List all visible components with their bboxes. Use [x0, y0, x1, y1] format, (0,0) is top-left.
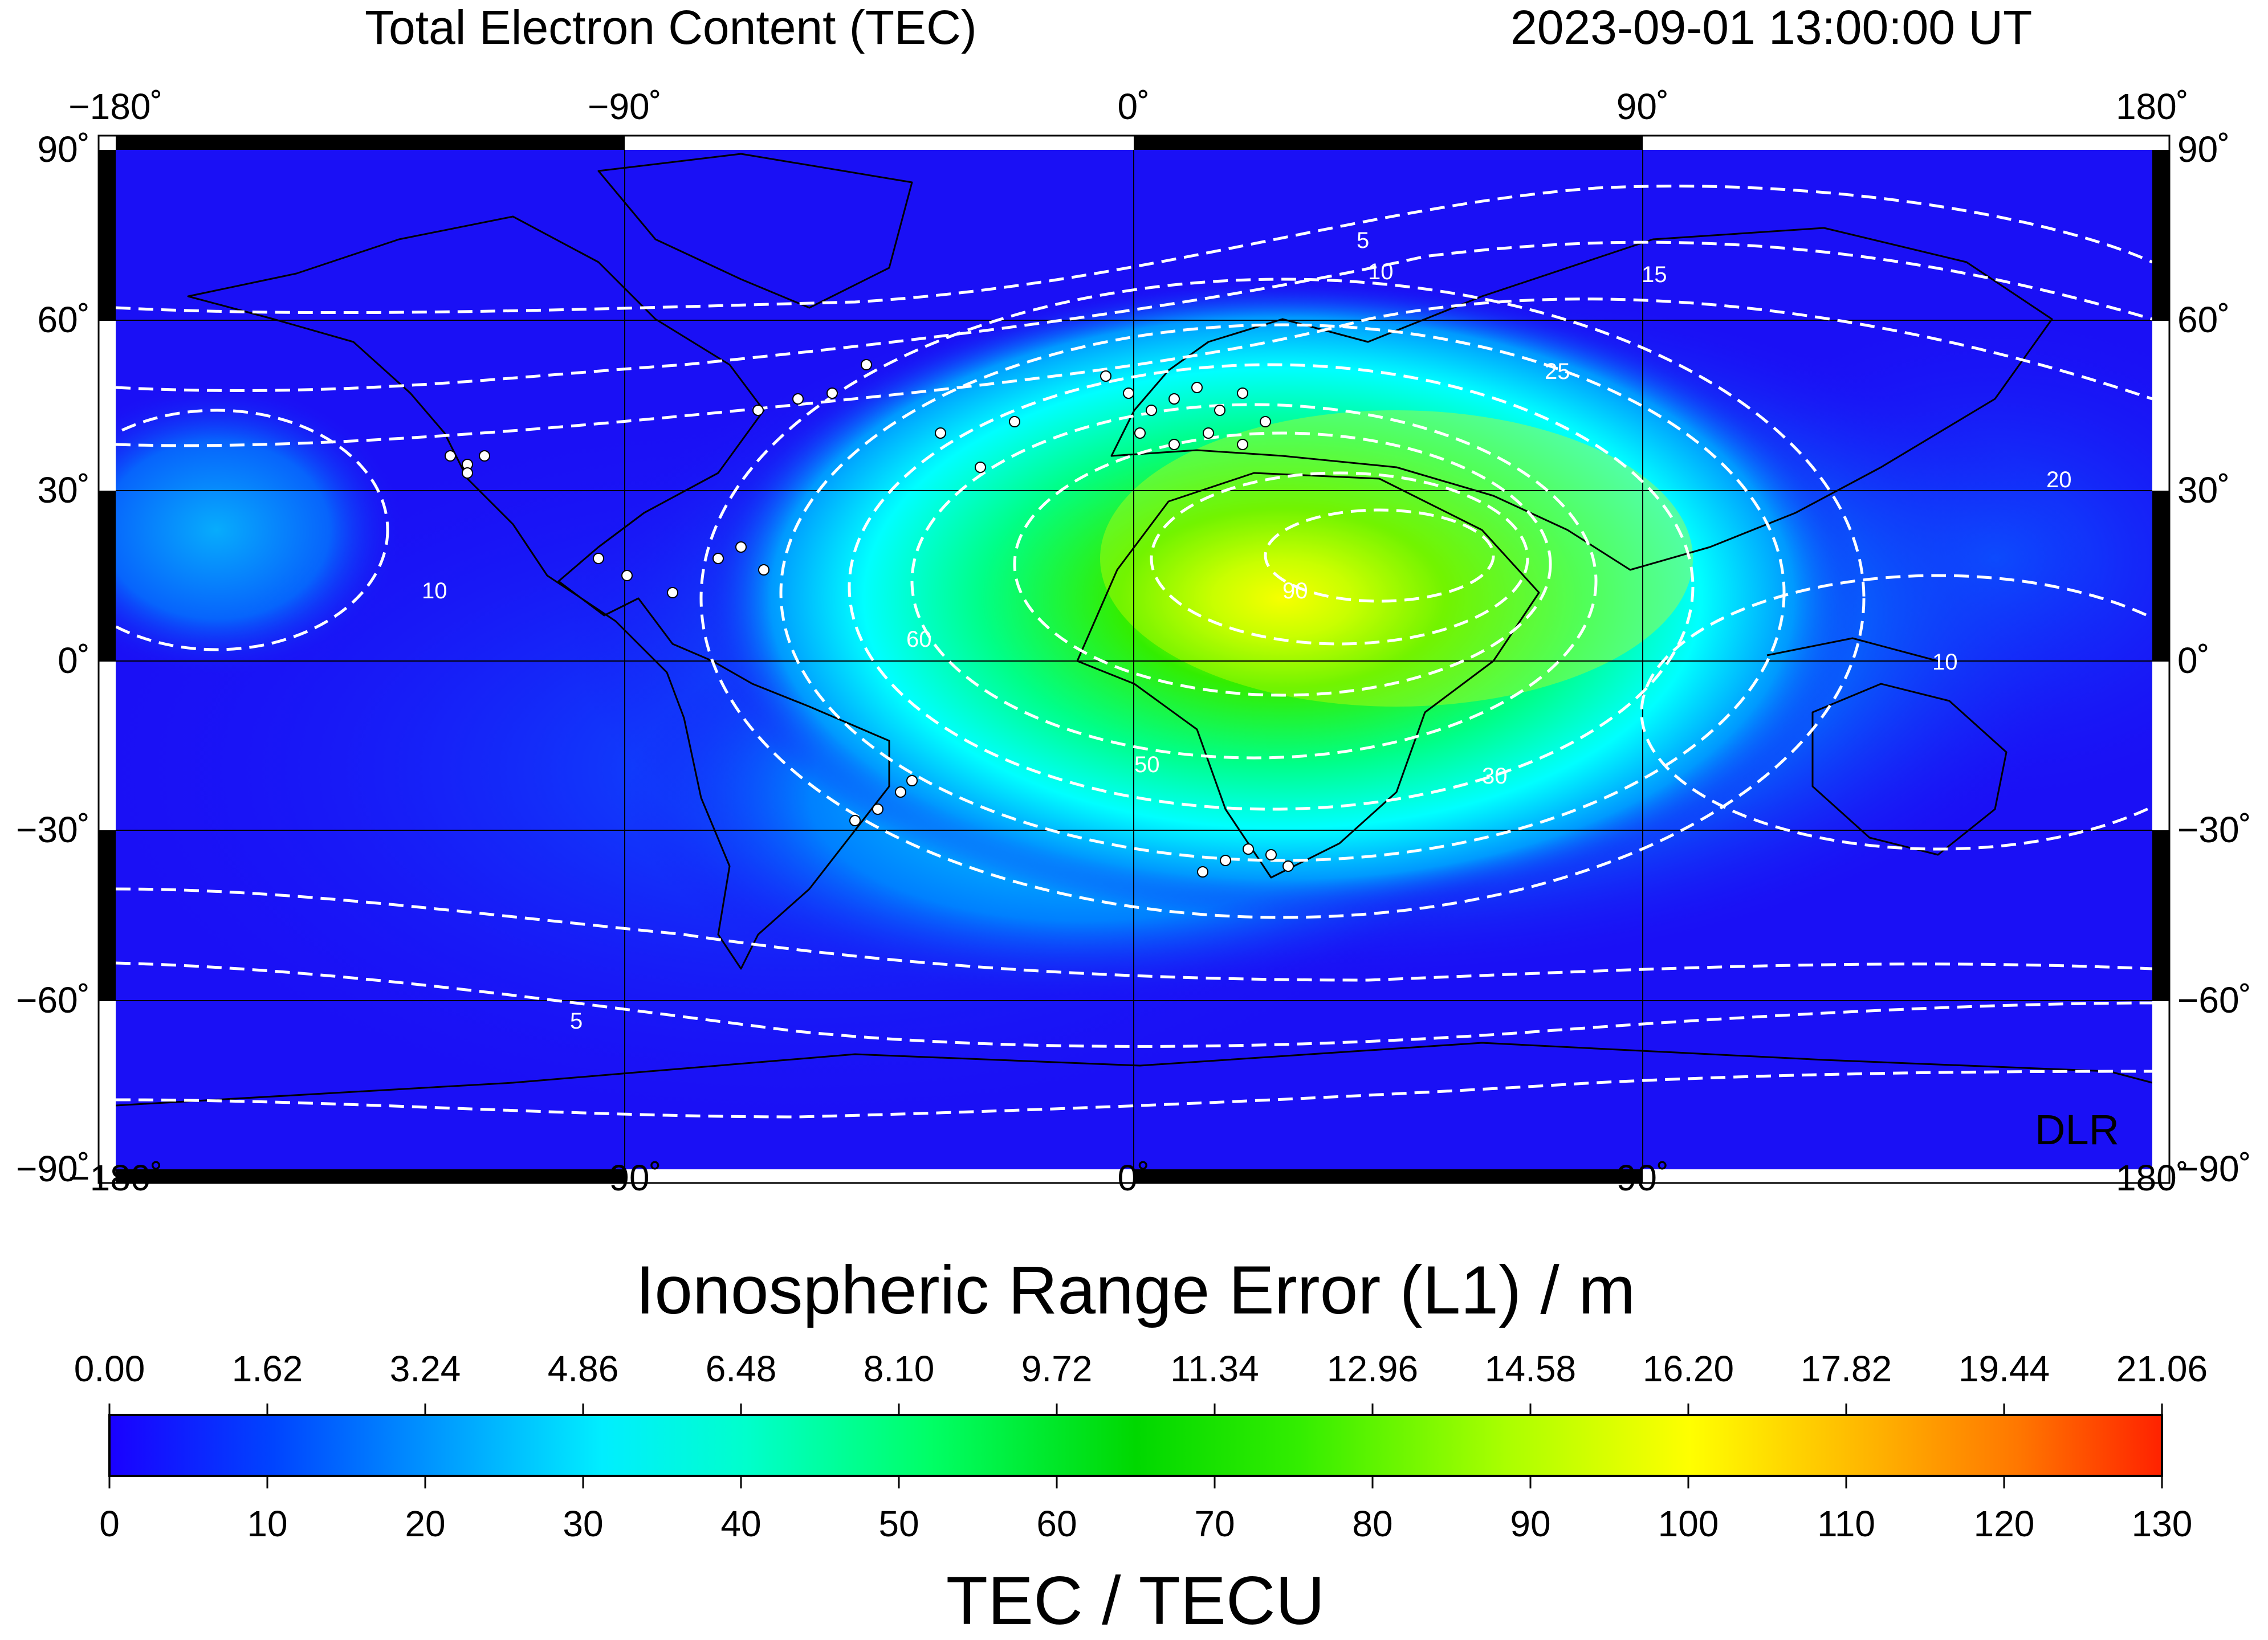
tec-field: [116, 150, 2152, 1169]
gnss-stations: [445, 359, 1294, 878]
range-error-tick: 8.10: [863, 1348, 935, 1389]
credit-label: DLR: [2035, 1106, 2120, 1153]
range-error-tick: 4.86: [547, 1348, 619, 1389]
contour-label: 20: [2046, 467, 2072, 492]
contour-label: 10: [1368, 259, 1394, 284]
lon-label-bottom: 0˚: [1117, 1157, 1150, 1198]
lat-label-left: −90˚: [16, 1148, 90, 1189]
lat-label-left: 0˚: [58, 640, 90, 681]
lat-label-right: 90˚: [2177, 129, 2230, 170]
lat-label-right: 30˚: [2177, 470, 2230, 511]
lat-label-right: −30˚: [2177, 809, 2251, 850]
range-error-title: Ionospheric Range Error (L1) / m: [635, 1252, 1636, 1328]
tec-axis-title: TEC / TECU: [946, 1563, 1325, 1639]
range-error-tick: 17.82: [1800, 1348, 1892, 1389]
tec-tick: 10: [247, 1503, 288, 1544]
colorbar-ticks-top: [108, 1404, 2163, 1415]
frame-tick-left: [99, 830, 116, 1001]
tec-tick: 120: [1973, 1503, 2035, 1544]
colorbar-ticks-bottom: [108, 1476, 2163, 1488]
tec-contours: [116, 185, 2152, 1119]
contour-label: 5: [1357, 228, 1370, 253]
frame-tick-right: [2152, 491, 2169, 662]
lon-label-bottom: 90˚: [1616, 1157, 1670, 1198]
map-datetime: 2023-09-01 13:00:00 UT: [1510, 1, 2033, 54]
frame-tick-left: [99, 150, 116, 321]
map-title: Total Electron Content (TEC): [365, 1, 977, 54]
range-error-tick: 16.20: [1642, 1348, 1734, 1389]
tec-tick: 40: [720, 1503, 762, 1544]
frame-tick-right: [2152, 150, 2169, 321]
tec-tick: 70: [1194, 1503, 1235, 1544]
contour-label: 10: [1932, 650, 1958, 675]
lon-label-top: 180˚: [2115, 86, 2189, 127]
lat-label-left: 90˚: [37, 129, 91, 170]
contour-label: 5: [570, 1009, 583, 1034]
lon-label-bottom: 180˚: [2115, 1157, 2189, 1198]
contour-label: 60: [906, 627, 932, 652]
lon-label-bottom: −180˚: [68, 1157, 163, 1198]
tec-tick: 90: [1510, 1503, 1551, 1544]
contour-label: 30: [1482, 764, 1508, 789]
lat-label-left: −60˚: [16, 980, 90, 1021]
range-error-tick: 3.24: [389, 1348, 461, 1389]
range-error-tick: 21.06: [2116, 1348, 2208, 1389]
range-error-tick: 14.58: [1484, 1348, 1577, 1389]
frame-tick-bottom: [116, 1169, 625, 1184]
contour-label: 90: [1282, 578, 1308, 603]
tec-tick: 30: [563, 1503, 604, 1544]
tec-tick: 20: [405, 1503, 446, 1544]
lat-label-left: 30˚: [37, 470, 91, 511]
lat-label-left: −30˚: [16, 809, 90, 850]
tec-tick: 100: [1658, 1503, 1719, 1544]
tec-tick: 0: [99, 1503, 120, 1544]
range-error-tick: 11.34: [1170, 1348, 1259, 1389]
range-error-tick: 12.96: [1326, 1348, 1419, 1389]
lat-label-right: 60˚: [2177, 299, 2230, 340]
tec-tick: 60: [1036, 1503, 1077, 1544]
frame-tick-top: [1134, 136, 1643, 150]
range-error-tick: 9.72: [1021, 1348, 1093, 1389]
frame-tick-right: [2152, 830, 2169, 1001]
contour-label: 10: [422, 578, 447, 603]
contour-label: 15: [1642, 262, 1667, 287]
tec-tick: 50: [878, 1503, 919, 1544]
range-error-tick: 1.62: [231, 1348, 303, 1389]
contour-label: 50: [1134, 752, 1160, 777]
lon-label-top: 90˚: [1616, 86, 1670, 127]
tec-tick: 80: [1352, 1503, 1393, 1544]
range-error-tick: 19.44: [1958, 1348, 2050, 1389]
tec-tick: 110: [1817, 1503, 1876, 1544]
lon-label-top: −180˚: [68, 86, 163, 127]
lon-label-bottom: −90˚: [588, 1157, 662, 1198]
range-error-tick: 6.48: [705, 1348, 777, 1389]
lat-label-right: −60˚: [2177, 980, 2251, 1021]
lon-label-top: −90˚: [588, 86, 662, 127]
frame-tick-bottom: [1134, 1169, 1643, 1184]
lat-label-right: −90˚: [2177, 1148, 2251, 1189]
lat-label-right: 0˚: [2177, 640, 2210, 681]
lat-label-left: 60˚: [37, 299, 91, 340]
frame-tick-top: [116, 136, 625, 150]
frame-tick-left: [99, 491, 116, 662]
contour-label: 25: [1545, 359, 1570, 384]
colorbar: [108, 1414, 2163, 1477]
lon-label-top: 0˚: [1117, 86, 1150, 127]
tec-tick: 130: [2131, 1503, 2193, 1544]
graticule: [116, 150, 2152, 1169]
range-error-tick: 0.00: [74, 1348, 145, 1389]
